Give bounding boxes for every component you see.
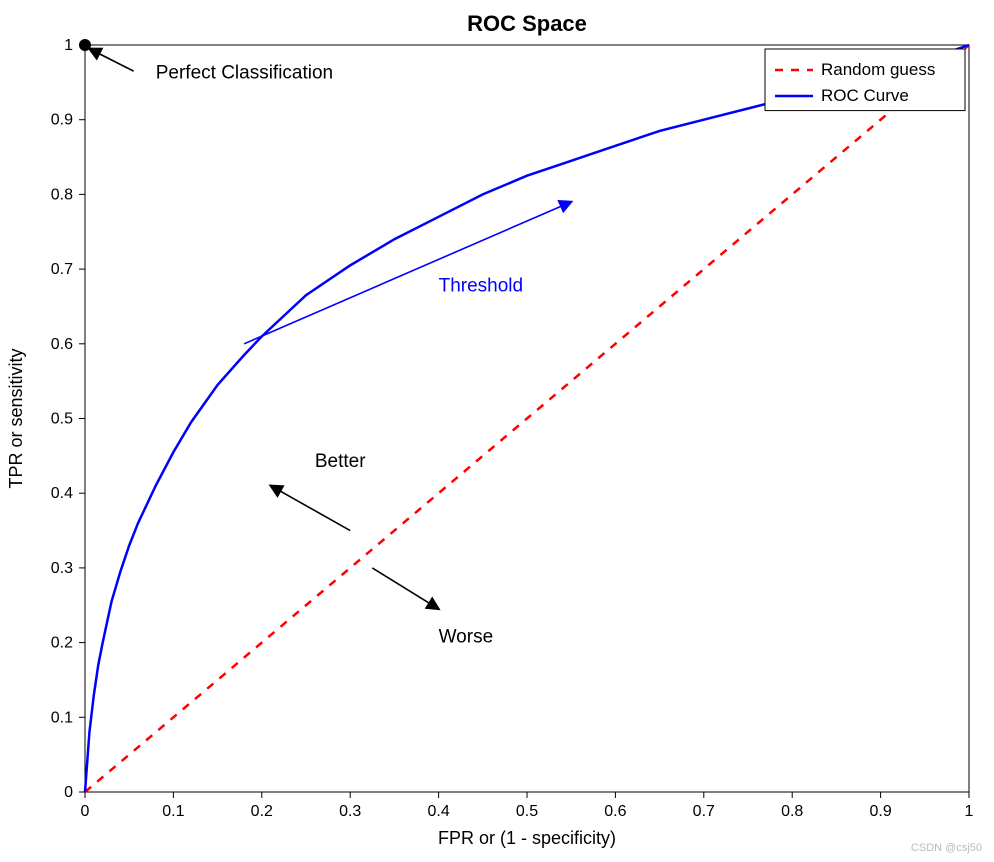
svg-text:0: 0 <box>64 784 73 801</box>
svg-text:0.8: 0.8 <box>51 186 73 203</box>
chart-background <box>0 0 994 862</box>
svg-text:0.2: 0.2 <box>51 635 73 652</box>
svg-text:0.7: 0.7 <box>693 803 715 820</box>
svg-text:0.4: 0.4 <box>427 803 449 820</box>
better-label: Better <box>315 451 366 472</box>
watermark: CSDN @csj50 <box>911 842 982 854</box>
svg-text:0.9: 0.9 <box>51 112 73 129</box>
svg-text:0.6: 0.6 <box>604 803 626 820</box>
legend: Random guess ROC Curve <box>765 49 965 111</box>
svg-text:0.1: 0.1 <box>162 803 184 820</box>
svg-text:1: 1 <box>965 803 974 820</box>
svg-text:0.7: 0.7 <box>51 261 73 278</box>
y-axis-label: TPR or sensitivity <box>6 348 26 488</box>
svg-text:0: 0 <box>81 803 90 820</box>
chart-title: ROC Space <box>467 11 587 36</box>
svg-text:0.4: 0.4 <box>51 485 73 502</box>
svg-text:0.2: 0.2 <box>251 803 273 820</box>
svg-text:0.6: 0.6 <box>51 336 73 353</box>
perfect_classification-label: Perfect Classification <box>156 63 333 84</box>
svg-text:0.1: 0.1 <box>51 709 73 726</box>
svg-text:0.5: 0.5 <box>51 411 73 428</box>
svg-text:0.5: 0.5 <box>516 803 538 820</box>
worse-label: Worse <box>439 627 494 648</box>
threshold-label: Threshold <box>439 276 523 297</box>
svg-text:1: 1 <box>64 37 73 54</box>
svg-text:0.3: 0.3 <box>339 803 361 820</box>
svg-text:0.3: 0.3 <box>51 560 73 577</box>
legend-label: Random guess <box>821 60 935 79</box>
x-axis-label: FPR or (1 - specificity) <box>438 828 616 848</box>
legend-label: ROC Curve <box>821 86 909 105</box>
svg-text:0.8: 0.8 <box>781 803 803 820</box>
svg-text:0.9: 0.9 <box>869 803 891 820</box>
roc-chart: 0 0.1 0.2 0.3 0.4 0.5 0.6 0.7 0.8 0.9 1 0 0.1 0.2 0.3… <box>0 0 994 862</box>
